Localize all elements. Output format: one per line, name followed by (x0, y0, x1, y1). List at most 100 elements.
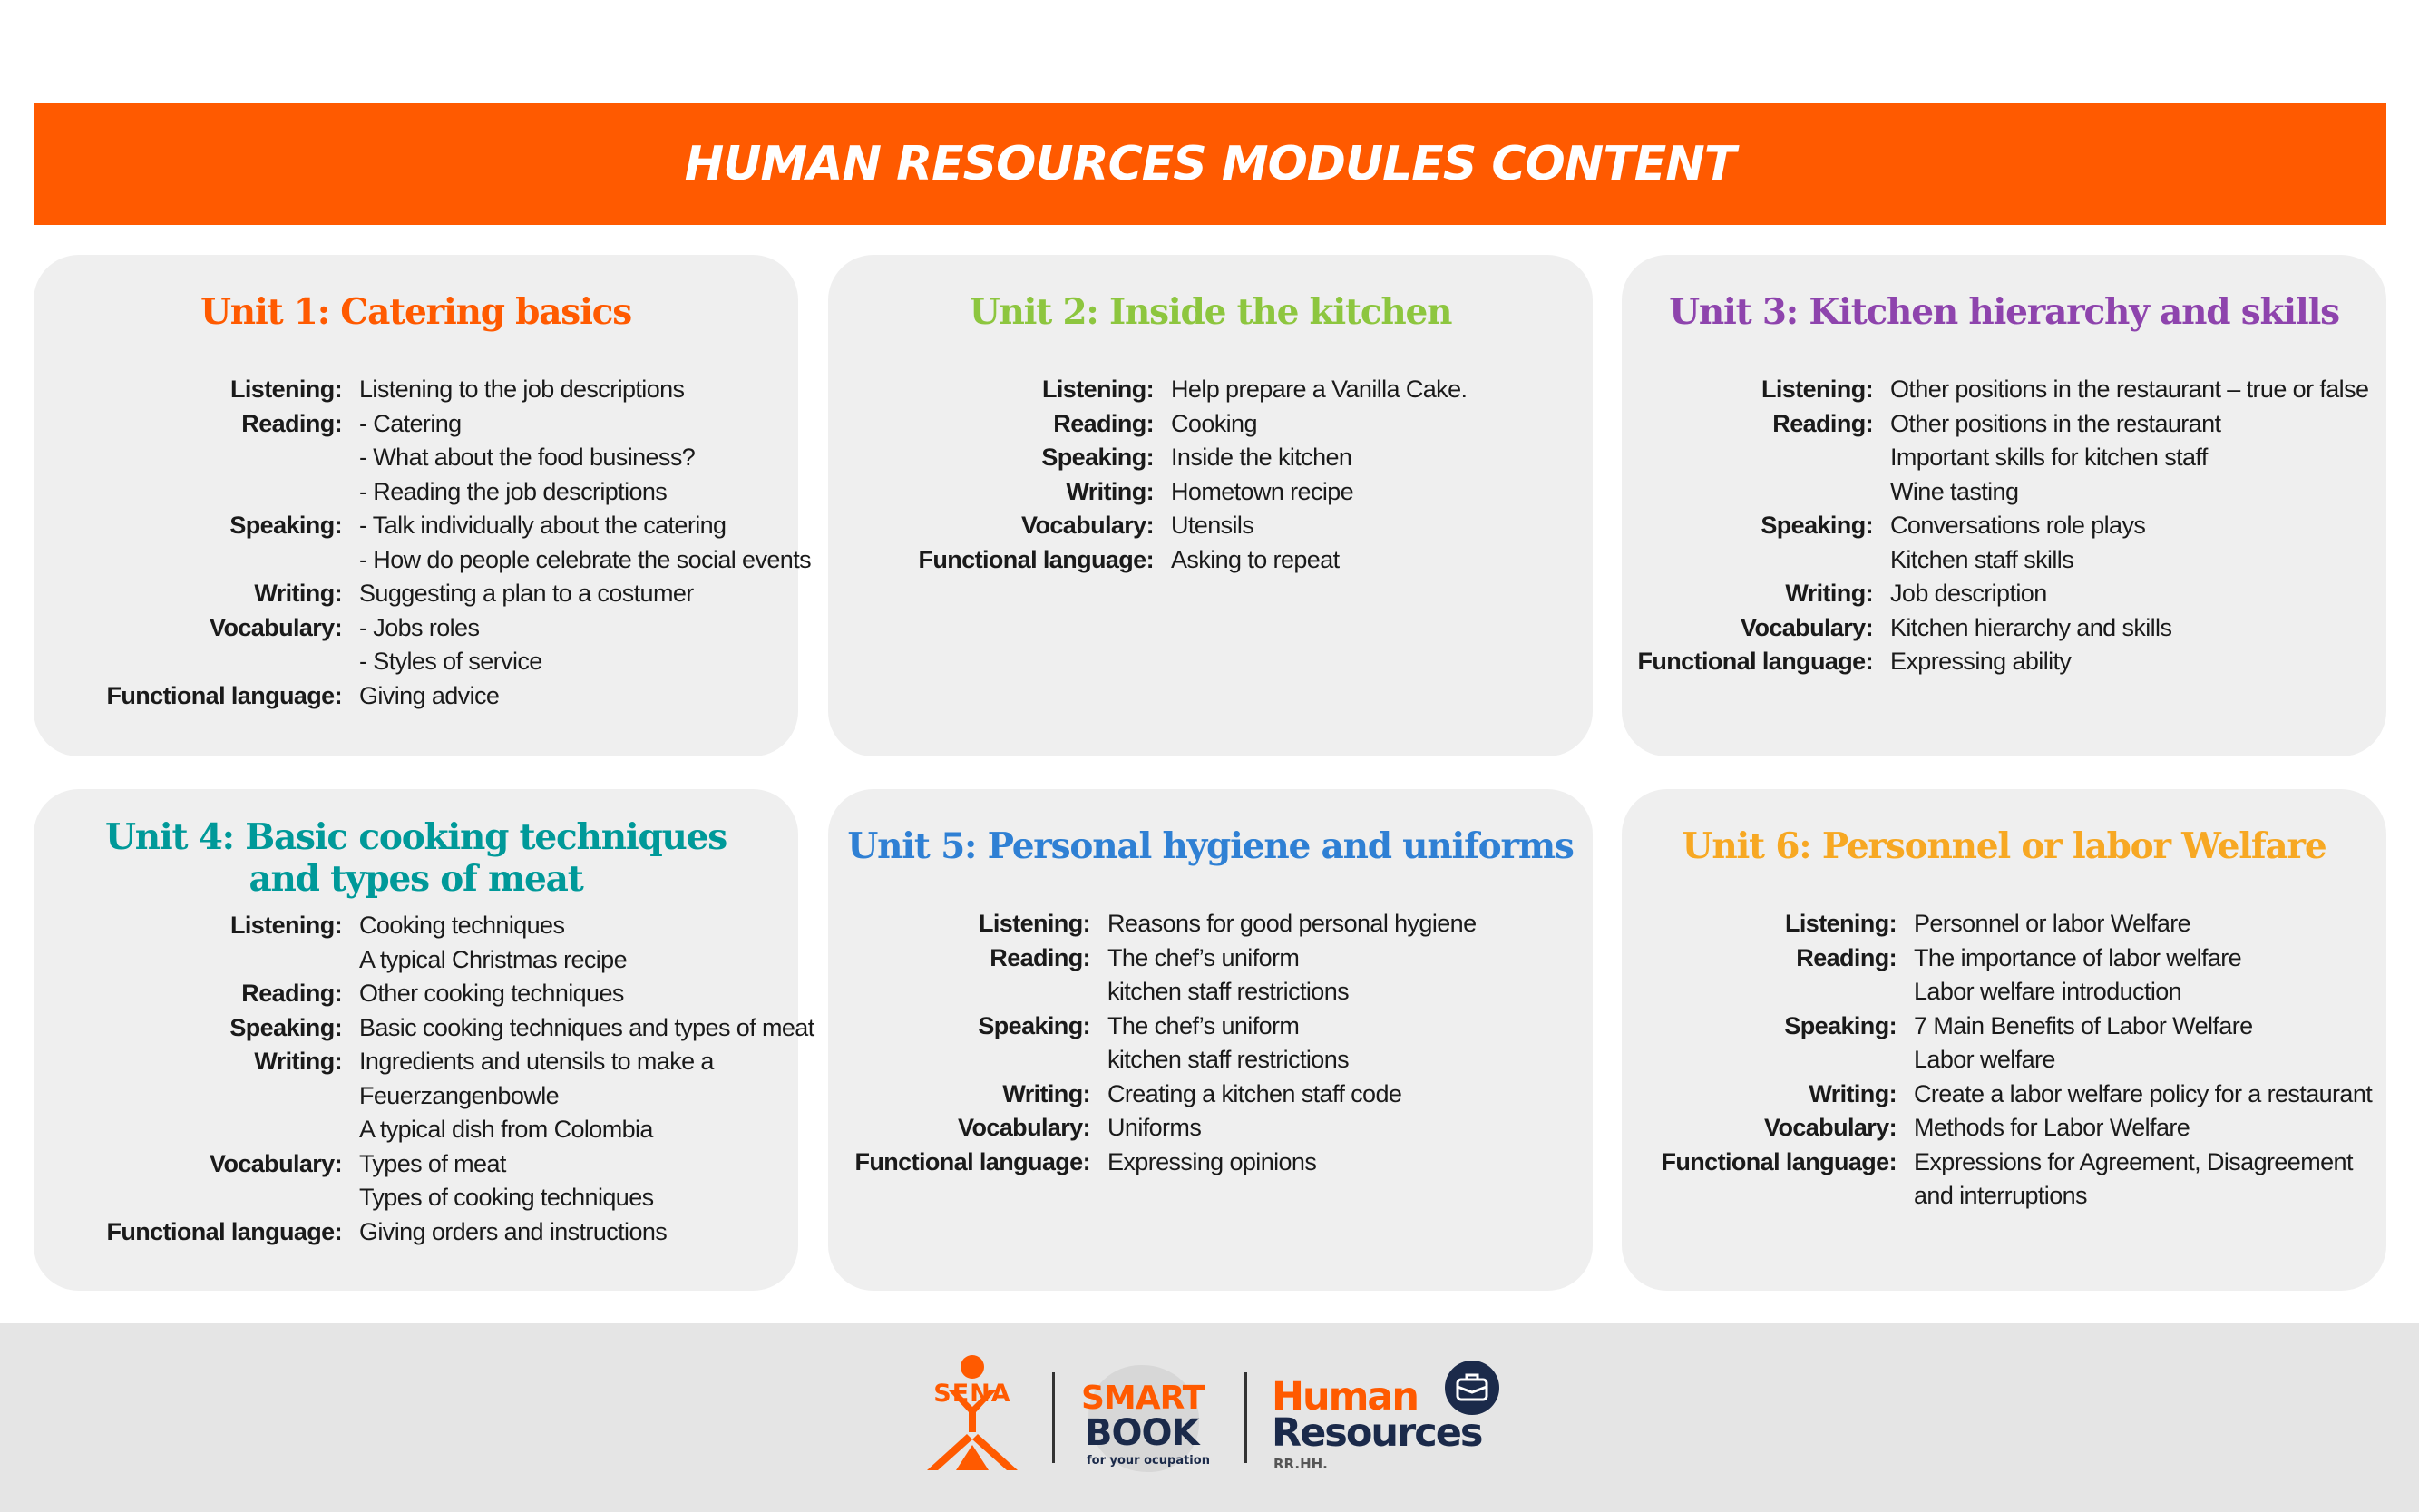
row-value: - Talk individually about the catering (359, 512, 727, 539)
row-label: Functional language: (106, 1217, 342, 1245)
content-row: Speaking: Basic cooking techniques and ty… (24, 1011, 814, 1046)
row-value: The importance of labor welfare (1914, 943, 2242, 971)
row-value: and interruptions (1914, 1182, 2088, 1209)
row-value: Creating a kitchen staff code (1107, 1079, 1402, 1107)
content-row: Vocabulary: Utensils (802, 509, 1467, 543)
row-value: Other positions in the restaurant (1890, 409, 2221, 437)
row-values: Utensils (1171, 509, 1254, 543)
row-values: Other positions in the restaurant Importa… (1890, 407, 2221, 510)
row-label: Writing: (254, 1048, 342, 1075)
content-row: Listening: Reasons for good personal hygi… (813, 907, 1477, 941)
content-row: Reading: Other positions in the restauran… (1618, 407, 2368, 510)
footer-divider (1052, 1372, 1055, 1463)
sena-logo: SENA (914, 1354, 1030, 1474)
row-label: Reading: (990, 943, 1090, 971)
row-value: Cooking techniques (359, 912, 565, 939)
row-values: Other cooking techniques (359, 977, 624, 1011)
row-value: - Catering (359, 409, 462, 437)
row-values: Other positions in the restaurant – true… (1890, 373, 2369, 407)
row-values: Giving advice (359, 679, 500, 714)
unit-rows: Listening: Help prepare a Vanilla Cake. Re… (802, 373, 1468, 578)
row-label: Listening: (1785, 910, 1897, 937)
row-value: Conversations role plays (1890, 512, 2146, 539)
row-value: - Jobs roles (359, 613, 480, 641)
hr-logo-abbr: RR.HH. (1273, 1456, 1328, 1472)
row-values: Personnel or labor Welfare (1914, 907, 2191, 941)
header-banner: HUMAN RESOURCES MODULES CONTENT (34, 103, 2386, 225)
content-row: Listening: Cooking techniques A typical Ch… (24, 909, 814, 977)
row-values: Expressions for Agreement, Disagreement a… (1914, 1146, 2353, 1214)
smartbook-tagline: for your ocupation (1087, 1454, 1210, 1468)
row-values: Expressing ability (1890, 645, 2072, 679)
row-values: Conversations role plays Kitchen staff sk… (1890, 509, 2146, 577)
row-label: Reading: (241, 980, 342, 1007)
row-label: Writing: (1809, 1079, 1897, 1107)
smartbook-line2: BOOK (1085, 1412, 1199, 1454)
unit-title-line: Unit 2: Inside the kitchen (969, 291, 1453, 333)
row-values: Inside the kitchen (1171, 441, 1352, 475)
row-value: kitchen staff restrictions (1107, 1046, 1350, 1073)
content-row: Speaking: Inside the kitchen (802, 441, 1467, 475)
unit-title: Unit 2: Inside the kitchen (828, 291, 1593, 333)
unit-title: Unit 4: Basic cooking techniques and typ… (34, 816, 798, 900)
row-label: Vocabulary: (958, 1114, 1091, 1141)
content-row: Speaking: Conversations role plays Kitchen… (1618, 509, 2368, 577)
content-row: Functional language: Asking to repeat (802, 543, 1467, 578)
content-row: Functional language: Giving advice (24, 679, 811, 714)
unit-rows: Listening: Cooking techniques A typical Ch… (24, 909, 814, 1249)
row-label: Speaking: (1761, 512, 1873, 539)
content-row: Functional language: Expressions for Agre… (1616, 1146, 2372, 1214)
unit-title-line: Unit 1: Catering basics (200, 291, 632, 333)
row-values: Create a labor welfare policy for a rest… (1914, 1078, 2373, 1112)
row-value: A typical Christmas recipe (359, 945, 628, 973)
row-label: Reading: (241, 409, 342, 437)
row-label: Listening: (1042, 376, 1155, 403)
row-label: Listening: (979, 910, 1091, 937)
row-label: Vocabulary: (210, 1149, 343, 1177)
content-row: Speaking: - Talk individually about the c… (24, 509, 811, 577)
row-label: Writing: (1785, 580, 1873, 607)
footer-divider (1244, 1372, 1247, 1463)
content-row: Writing: Creating a kitchen staff code (813, 1078, 1477, 1112)
row-value: Wine tasting (1890, 477, 2019, 505)
content-row: Vocabulary: Kitchen hierarchy and skills (1618, 611, 2368, 646)
row-values: Cooking techniques A typical Christmas re… (359, 909, 628, 977)
row-label: Vocabulary: (1021, 512, 1155, 539)
row-values: Kitchen hierarchy and skills (1890, 611, 2172, 646)
row-values: Expressing opinions (1107, 1146, 1317, 1180)
hr-logo: Human Resources RR.HH. (1272, 1360, 1517, 1478)
row-values: Basic cooking techniques and types of me… (359, 1011, 814, 1046)
row-values: The importance of labor welfare Labor wel… (1914, 941, 2242, 1010)
row-value: Methods for Labor Welfare (1914, 1114, 2190, 1141)
unit-title-line: Unit 3: Kitchen hierarchy and skills (1669, 291, 2340, 333)
content-row: Listening: Help prepare a Vanilla Cake. (802, 373, 1468, 407)
row-values: Cooking (1171, 407, 1257, 442)
row-value: Hometown recipe (1171, 477, 1354, 505)
row-value: Inside the kitchen (1171, 444, 1352, 471)
row-value: - Reading the job descriptions (359, 477, 668, 505)
row-value: Giving advice (359, 681, 500, 709)
sena-logo-text: SENA (933, 1380, 1011, 1408)
row-value: - What about the food business? (359, 444, 696, 471)
row-label: Writing: (254, 580, 342, 607)
row-value: 7 Main Benefits of Labor Welfare (1914, 1011, 2253, 1039)
row-label: Vocabulary: (1741, 613, 1874, 641)
unit-rows: Listening: Reasons for good personal hygi… (813, 907, 1477, 1179)
row-values: Creating a kitchen staff code (1107, 1078, 1402, 1112)
sena-figure-icon (927, 1355, 1018, 1470)
row-label: Functional language: (106, 681, 342, 709)
row-values: - Catering - What about the food business… (359, 407, 696, 510)
row-value: Kitchen staff skills (1890, 545, 2074, 573)
content-row: Functional language: Giving orders and in… (24, 1215, 814, 1250)
content-row: Speaking: The chef’s uniform kitchen staff… (813, 1010, 1477, 1078)
briefcase-icon (1445, 1361, 1499, 1415)
row-label: Speaking: (229, 1013, 342, 1041)
row-label: Writing: (1066, 477, 1154, 505)
row-value: Basic cooking techniques and types of me… (359, 1013, 814, 1041)
row-value: - How do people celebrate the social eve… (359, 545, 812, 573)
row-value: Reasons for good personal hygiene (1107, 910, 1477, 937)
content-row: Writing: Create a labor welfare policy fo… (1616, 1078, 2372, 1112)
row-value: Asking to repeat (1171, 545, 1340, 573)
row-label: Reading: (1053, 409, 1154, 437)
smartbook-line1: SMART (1081, 1380, 1205, 1417)
